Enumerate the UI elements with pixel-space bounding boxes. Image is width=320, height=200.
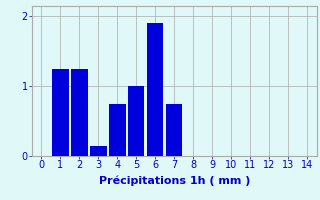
- Bar: [166, 104, 182, 156]
- Bar: [109, 104, 125, 156]
- Bar: [128, 86, 145, 156]
- Bar: [90, 146, 107, 156]
- Bar: [71, 69, 88, 156]
- Bar: [147, 23, 164, 156]
- X-axis label: Précipitations 1h ( mm ): Précipitations 1h ( mm ): [99, 176, 250, 186]
- Bar: [52, 69, 68, 156]
